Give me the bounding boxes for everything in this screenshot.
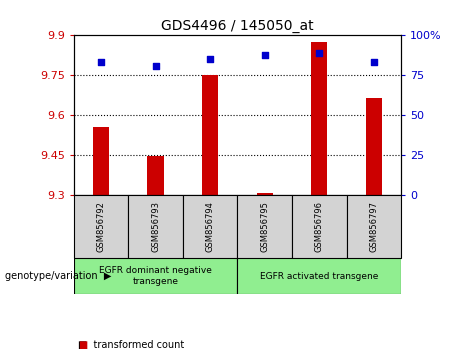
Point [261,52,268,57]
Bar [256,193,273,195]
Point [152,63,159,68]
Point [315,50,323,56]
Bar [292,195,347,258]
Text: EGFR activated transgene: EGFR activated transgene [260,272,378,281]
Point [97,59,105,65]
Bar [202,75,219,195]
Bar [148,156,164,195]
Text: GSM856794: GSM856794 [206,201,215,252]
Text: ■  transformed count: ■ transformed count [78,340,184,350]
Bar [74,195,128,258]
Point [207,56,214,62]
Bar [311,42,327,195]
Bar [93,127,109,195]
Point [370,59,378,65]
Text: genotype/variation  ▶: genotype/variation ▶ [5,271,111,281]
Text: ■: ■ [78,340,88,350]
Text: GSM856796: GSM856796 [315,201,324,252]
Text: EGFR dominant negative
transgene: EGFR dominant negative transgene [99,267,212,286]
Text: GSM856797: GSM856797 [369,201,378,252]
Text: GSM856795: GSM856795 [260,201,269,252]
Bar [183,195,237,258]
Text: GSM856793: GSM856793 [151,201,160,252]
Bar [128,195,183,258]
Bar [237,258,401,294]
Bar [237,195,292,258]
Title: GDS4496 / 145050_at: GDS4496 / 145050_at [161,19,314,33]
Bar [366,98,382,195]
Text: GSM856792: GSM856792 [96,201,106,252]
Bar [347,195,401,258]
Bar [74,258,237,294]
